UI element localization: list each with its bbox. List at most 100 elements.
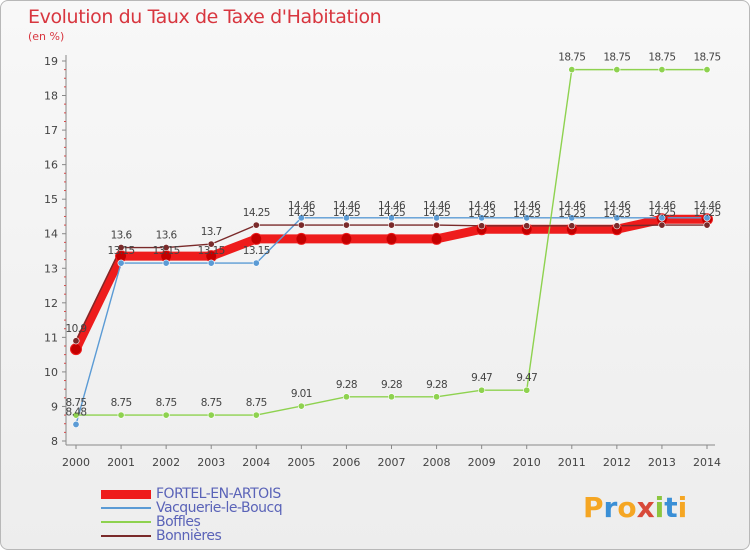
x-tick-label: 2009 [468, 456, 496, 469]
x-tick-label: 2001 [107, 456, 135, 469]
data-point [478, 222, 486, 230]
data-label: 14.46 [513, 200, 541, 212]
data-point [207, 240, 215, 248]
data-point [342, 221, 350, 229]
y-tick-label: 19 [44, 55, 58, 68]
data-label: 14.25 [648, 207, 675, 219]
y-tick-label: 18 [44, 90, 58, 103]
data-label: 14.23 [513, 208, 540, 220]
data-point [342, 214, 350, 222]
chart-subtitle: (en %) [28, 30, 65, 43]
data-point [703, 221, 711, 229]
y-tick-label: 10 [44, 366, 58, 379]
data-point [117, 259, 125, 267]
data-point [478, 386, 486, 394]
data-point [162, 259, 170, 267]
data-point [72, 420, 80, 428]
data-label: 14.23 [603, 208, 630, 220]
y-tick-label: 11 [44, 331, 58, 344]
legend-swatch [101, 521, 151, 523]
data-label: 14.25 [243, 207, 270, 219]
data-label: 9.47 [471, 372, 492, 384]
data-label: 14.25 [423, 207, 450, 219]
data-point [297, 402, 305, 410]
data-label: 13.15 [198, 245, 225, 257]
legend-swatch [101, 507, 151, 509]
x-tick-label: 2004 [242, 456, 270, 469]
data-point [162, 411, 170, 419]
data-point [430, 232, 443, 245]
data-label: 9.01 [291, 388, 312, 400]
x-tick-label: 2000 [62, 456, 90, 469]
data-label: 8.75 [246, 397, 267, 409]
data-point [250, 232, 263, 245]
data-point [658, 214, 666, 222]
y-tick-label: 13 [44, 262, 58, 275]
logo-letter: o [617, 491, 637, 524]
data-label: 14.25 [333, 207, 360, 219]
data-point [523, 214, 531, 222]
data-point [340, 232, 353, 245]
data-point [72, 411, 80, 419]
x-tick-label: 2013 [648, 456, 676, 469]
data-label: 9.28 [336, 379, 357, 391]
data-label: 9.28 [426, 379, 447, 391]
data-point [252, 259, 260, 267]
data-label: 14.23 [468, 208, 495, 220]
data-point [72, 337, 80, 345]
data-label: 13.15 [108, 245, 135, 257]
legend-label: Boffles [156, 514, 201, 530]
data-label: 9.28 [381, 379, 402, 391]
data-label: 13.7 [201, 226, 222, 238]
data-label: 14.46 [558, 200, 586, 212]
data-label: 8.48 [66, 406, 87, 418]
y-tick-label: 17 [44, 124, 58, 137]
data-label: 14.46 [693, 200, 721, 212]
data-point [117, 411, 125, 419]
data-point [252, 411, 260, 419]
data-point [613, 214, 621, 222]
data-label: 8.75 [111, 397, 132, 409]
proxiti-logo: Proxiti [583, 491, 687, 524]
x-tick-label: 2006 [332, 456, 360, 469]
data-label: 9.47 [516, 372, 537, 384]
data-point [703, 66, 711, 74]
x-tick-label: 2002 [152, 456, 180, 469]
data-point [162, 244, 170, 252]
data-label: 14.46 [378, 200, 406, 212]
data-point [385, 232, 398, 245]
y-tick-label: 16 [44, 159, 58, 172]
data-point [295, 232, 308, 245]
data-label: 13.15 [153, 245, 180, 257]
data-point [523, 386, 531, 394]
logo-letter: r [603, 491, 618, 524]
x-tick-label: 2005 [287, 456, 315, 469]
data-label: 13.15 [243, 245, 270, 257]
data-label: 14.46 [468, 200, 496, 212]
data-label: 14.46 [333, 200, 361, 212]
data-point [433, 221, 441, 229]
data-label: 18.75 [693, 52, 720, 64]
x-tick-label: 2011 [558, 456, 586, 469]
data-label: 14.46 [288, 200, 316, 212]
data-point [342, 393, 350, 401]
data-label: 14.25 [378, 207, 405, 219]
logo-letter: x [636, 491, 655, 524]
data-label: 14.25 [288, 207, 315, 219]
y-tick-label: 12 [44, 297, 58, 310]
data-label: 13.6 [156, 230, 178, 242]
y-tick-label: 9 [51, 400, 58, 413]
legend-label: Vacquerie-le-Boucq [156, 500, 283, 516]
data-point [703, 214, 711, 222]
data-point [297, 221, 305, 229]
data-point [297, 214, 305, 222]
data-point [387, 214, 395, 222]
y-tick-label: 15 [44, 193, 58, 206]
data-point [568, 214, 576, 222]
data-point [523, 222, 531, 230]
data-point [433, 214, 441, 222]
logo-letter: t [664, 491, 678, 524]
data-label: 13.6 [111, 230, 133, 242]
